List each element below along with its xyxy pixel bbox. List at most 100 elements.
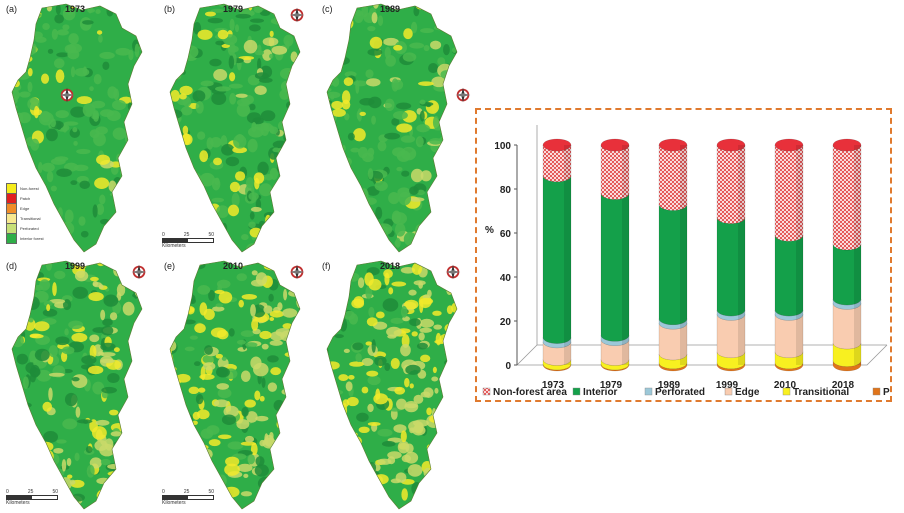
panel-year: 1973: [65, 4, 86, 14]
scale-unit: Kilometers: [162, 500, 186, 506]
legend-swatch: [724, 387, 733, 396]
y-tick-label: 20: [500, 317, 512, 328]
legend-swatch: [482, 387, 491, 396]
legend-swatch: [572, 387, 581, 396]
legend-label: Perforated: [20, 225, 39, 231]
forest-map: [169, 260, 301, 510]
bar-1989: [658, 138, 688, 372]
panel-label: (a): [6, 4, 17, 14]
map-legend-item: Interior forest: [6, 232, 54, 244]
x-tick-label: 2018: [832, 380, 855, 391]
map-legend-item: Patch: [6, 192, 54, 204]
panel-year: 1999: [65, 261, 86, 271]
bar-shade: [622, 145, 629, 365]
bar-1973: [542, 138, 572, 372]
bar-shade: [564, 145, 571, 365]
legend-swatch: [644, 387, 653, 396]
map-panel-1979: (b) 1979 0 25 50 Kilometers: [158, 0, 316, 256]
y-tick-label: 60: [500, 229, 512, 240]
north-arrow-icon: [131, 264, 147, 280]
panel-label: (d): [6, 261, 17, 271]
scale-bar: 0 25 50 Kilometers: [6, 489, 58, 506]
y-tick-label: 0: [505, 361, 511, 372]
scale-tick: 25: [183, 489, 190, 495]
y-tick-label: 80: [500, 185, 512, 196]
chart-grid: [516, 125, 888, 366]
legend-label: Interior: [583, 387, 618, 398]
bar-shade: [738, 145, 745, 365]
scale-tick: 50: [208, 489, 214, 495]
legend-label: Non-forest area: [493, 387, 567, 398]
bar-2018: [832, 138, 862, 372]
forest-map: [169, 3, 301, 253]
chart-legend-item: Patch: [872, 387, 890, 398]
panel-label: (e): [164, 261, 175, 271]
scale-tick: 50: [52, 489, 58, 495]
y-tick-label: 40: [500, 273, 512, 284]
scale-tick: 50: [208, 232, 214, 238]
legend-label: Edge: [20, 205, 30, 211]
bar-1999: [716, 138, 746, 372]
panel-year: 2010: [223, 261, 244, 271]
bar-2010: [774, 138, 804, 372]
chart-legend-item: Perforated: [644, 387, 705, 398]
forest-map: [326, 260, 458, 510]
panel-year: 1979: [223, 4, 244, 14]
scale-tick: 0: [162, 232, 165, 238]
bar-top-cap: [600, 138, 630, 152]
forest-map: [326, 3, 458, 253]
scale-bar-line: [162, 238, 214, 243]
bar-top-cap: [716, 138, 746, 152]
legend-label: Patch: [883, 387, 890, 398]
legend-label: Edge: [735, 387, 760, 398]
scale-bar-line: [6, 495, 58, 500]
north-arrow-icon: [445, 264, 461, 280]
map-panel-2010: (e) 2010 0 25 50 Kilometers: [158, 257, 316, 513]
bar-top-cap: [832, 138, 862, 152]
bar-shade: [680, 145, 687, 365]
panel-year: 1989: [380, 4, 401, 14]
scale-bar-line: [162, 495, 214, 500]
x-tick-label: 1999: [716, 380, 739, 391]
map-legend: Non-forest Patch Edge Transitional Perforate…: [6, 182, 54, 244]
bar-top-cap: [542, 138, 572, 152]
legend-swatch: [872, 387, 881, 396]
panel-label: (c): [322, 4, 333, 14]
north-arrow-icon: [289, 7, 305, 23]
x-tick-label: 1979: [600, 380, 623, 391]
chart-legend-item: Non-forest area: [482, 387, 567, 398]
bar-shade: [854, 145, 861, 365]
legend-label: Perforated: [655, 387, 705, 398]
scale-bar: 0 25 50 Kilometers: [162, 232, 214, 249]
map-legend-item: Perforated: [6, 222, 54, 234]
x-tick-label: 1973: [542, 380, 565, 391]
legend-label: Transitional: [793, 387, 849, 398]
map-panel-1973: (a) 1973: [0, 0, 158, 256]
north-arrow-icon: [455, 87, 471, 103]
scale-tick: 25: [27, 489, 34, 495]
legend-swatch: [782, 387, 791, 396]
legend-label: Interior forest: [20, 235, 44, 241]
scale-unit: Kilometers: [6, 500, 30, 506]
bar-1979: [600, 138, 630, 372]
x-tick-label: 1989: [658, 380, 681, 391]
north-arrow-icon: [289, 264, 305, 280]
map-panel-1999: (d) 1999 0 25 50 Kilometers: [0, 257, 158, 513]
scale-unit: Kilometers: [162, 243, 186, 249]
map-legend-item: Transitional: [6, 212, 54, 224]
legend-swatch: [6, 232, 17, 244]
map-legend-item: Non-forest: [6, 182, 54, 194]
north-arrow-icon: [59, 87, 75, 103]
y-axis-label: %: [485, 225, 494, 236]
chart-legend: Non-forest area Interior Perforated Edge Tra…: [482, 387, 890, 398]
scale-tick: 0: [6, 489, 9, 495]
bar-top-cap: [774, 138, 804, 152]
legend-label: Non-forest: [20, 185, 39, 191]
scale-tick: 25: [183, 232, 190, 238]
bar-top-cap: [658, 138, 688, 152]
scale-bar: 0 25 50 Kilometers: [162, 489, 214, 506]
bar-shade: [796, 145, 803, 365]
forest-map: [11, 260, 143, 510]
map-panel-2018: (f) 2018: [316, 257, 472, 513]
